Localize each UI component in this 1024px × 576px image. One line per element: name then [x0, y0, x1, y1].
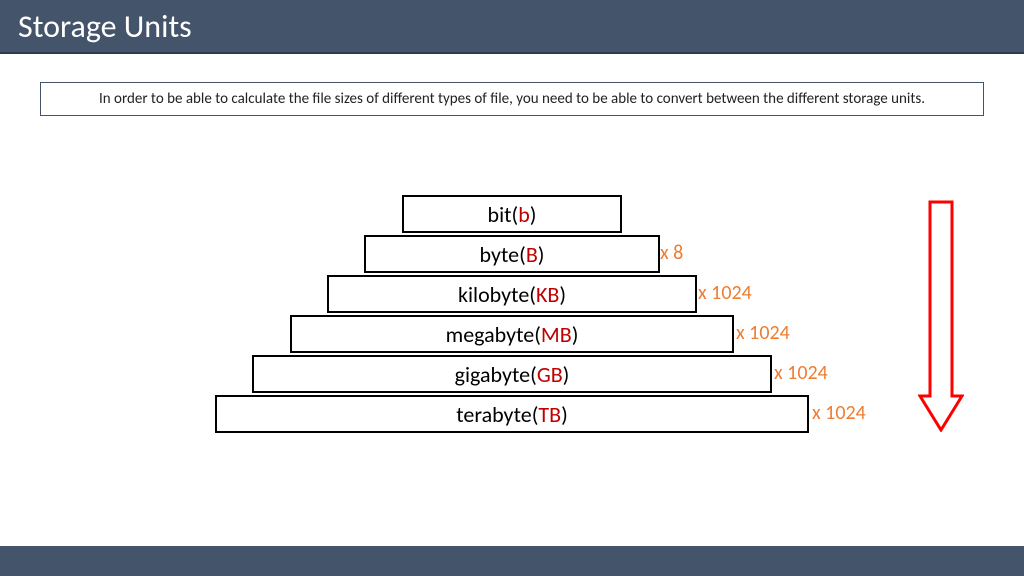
multiplier-label: x 1024 — [736, 321, 790, 345]
pyramid: bit (b)byte (B)x 8kilobyte (KB)x 1024meg… — [0, 195, 1024, 435]
unit-abbr: MB — [541, 321, 572, 348]
unit-name: gigabyte — [455, 361, 531, 388]
down-arrow-icon — [918, 200, 964, 432]
unit-name: bit — [488, 201, 512, 228]
unit-abbr-wrap: (B) — [519, 241, 544, 268]
header-bar: Storage Units — [0, 0, 1024, 54]
level-box-b: bit (b) — [402, 195, 622, 233]
level-box-b: byte (B) — [364, 235, 660, 273]
unit-name: kilobyte — [458, 281, 529, 308]
unit-abbr: b — [518, 201, 530, 228]
page-title: Storage Units — [18, 7, 192, 46]
level-box-mb: megabyte (MB) — [290, 315, 734, 353]
unit-abbr: GB — [537, 361, 563, 388]
multiplier-label: x 1024 — [774, 361, 828, 385]
level-row: megabyte (MB)x 1024 — [0, 315, 1024, 355]
unit-abbr: KB — [536, 281, 559, 308]
unit-abbr-wrap: (KB) — [529, 281, 566, 308]
level-row: byte (B)x 8 — [0, 235, 1024, 275]
level-box-kb: kilobyte (KB) — [327, 275, 697, 313]
footer-bar — [0, 546, 1024, 576]
level-box-tb: terabyte (TB) — [215, 395, 809, 433]
unit-name: terabyte — [456, 401, 531, 428]
level-row: bit (b) — [0, 195, 1024, 235]
unit-name: byte — [480, 241, 520, 268]
level-box-gb: gigabyte (GB) — [252, 355, 772, 393]
multiplier-label: x 8 — [660, 241, 683, 265]
unit-abbr-wrap: (GB) — [530, 361, 569, 388]
unit-name: megabyte — [446, 321, 535, 348]
unit-abbr-wrap: (TB) — [532, 401, 568, 428]
multiplier-label: x 1024 — [812, 401, 866, 425]
multiplier-label: x 1024 — [698, 281, 752, 305]
unit-abbr-wrap: (MB) — [534, 321, 578, 348]
level-row: kilobyte (KB)x 1024 — [0, 275, 1024, 315]
level-row: gigabyte (GB)x 1024 — [0, 355, 1024, 395]
unit-abbr: TB — [538, 401, 561, 428]
unit-abbr: B — [526, 241, 538, 268]
level-row: terabyte (TB)x 1024 — [0, 395, 1024, 435]
intro-text: In order to be able to calculate the fil… — [40, 82, 984, 116]
unit-abbr-wrap: (b) — [512, 201, 537, 228]
